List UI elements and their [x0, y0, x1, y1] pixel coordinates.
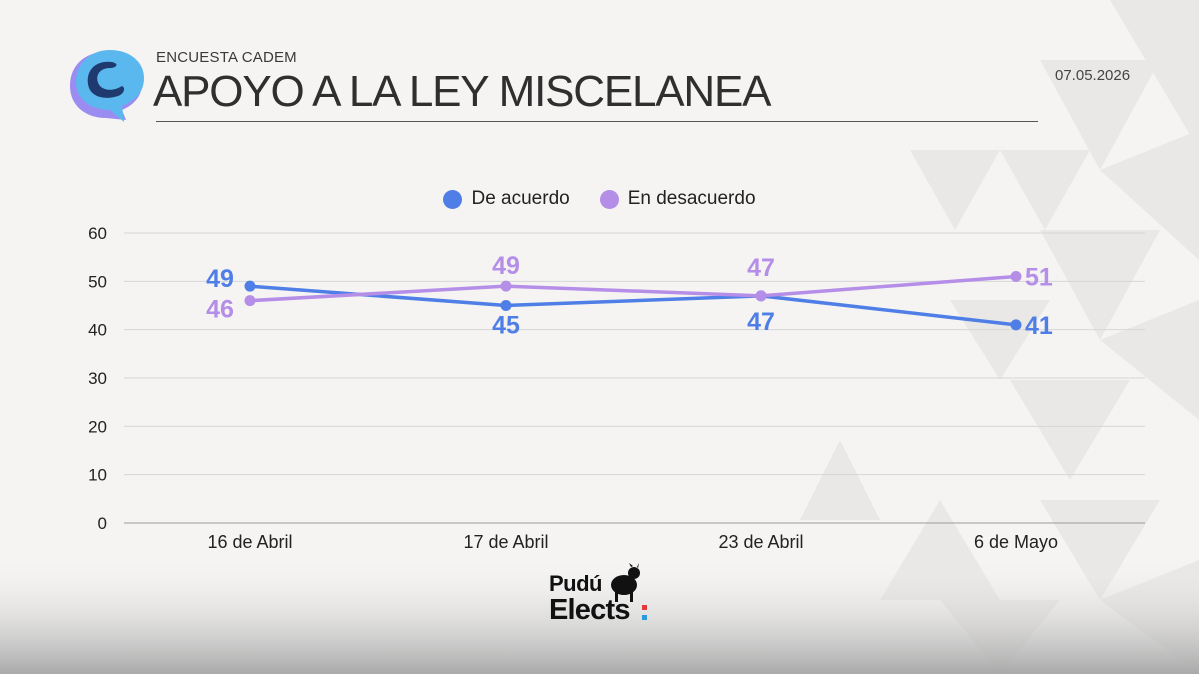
data-point-en-desacuerdo-2	[755, 290, 767, 302]
legend-item-de-acuerdo: De acuerdo	[443, 188, 570, 210]
legend-label-en-desacuerdo: En desacuerdo	[627, 188, 756, 209]
data-point-en-desacuerdo-3	[1010, 271, 1022, 282]
y-tick-label-30: 30	[88, 369, 107, 388]
y-tick-label-50: 50	[88, 272, 107, 291]
brand-name-line1: Pudú	[549, 571, 603, 596]
data-point-en-desacuerdo-1	[500, 280, 512, 292]
legend-swatch-en-desacuerdo	[599, 189, 619, 209]
y-tick-label-10: 10	[88, 466, 107, 485]
y-tick-label-20: 20	[88, 417, 107, 436]
brand-color-dots-icon	[642, 605, 647, 620]
data-label-en-desacuerdo-1: 49	[492, 252, 520, 280]
publication-date: 07.05.2026	[1055, 67, 1131, 84]
y-tick-label-0: 0	[98, 514, 107, 533]
data-point-en-desacuerdo-0	[244, 295, 256, 307]
data-point-de-acuerdo-0	[244, 280, 256, 292]
data-label-de-acuerdo-0: 49	[206, 265, 234, 293]
legend-swatch-de-acuerdo	[443, 189, 463, 209]
data-label-en-desacuerdo-3: 51	[1025, 264, 1053, 292]
x-tick-label-23-de-abril: 23 de Abril	[718, 532, 803, 552]
cadem-logo	[70, 50, 144, 122]
x-tick-label-6-de-mayo: 6 de Mayo	[974, 532, 1058, 552]
x-tick-label-17-de-abril: 17 de Abril	[463, 532, 548, 552]
data-point-de-acuerdo-1	[500, 300, 512, 311]
data-label-en-desacuerdo-0: 46	[206, 296, 234, 324]
pudu-deer-icon	[611, 563, 640, 602]
title-divider	[156, 121, 1038, 122]
pudu-elects-brand: Pudú Elects	[549, 563, 659, 633]
y-tick-label-60: 60	[88, 224, 107, 243]
legend-label-de-acuerdo: De acuerdo	[471, 188, 570, 209]
series-line-en-desacuerdo	[248, 274, 1018, 303]
data-point-de-acuerdo-3	[1010, 319, 1022, 331]
page-title: APOYO A LA LEY MISCELANEA	[153, 67, 771, 116]
data-label-en-desacuerdo-2: 47	[747, 254, 775, 282]
survey-subtitle: ENCUESTA CADEM	[156, 49, 297, 66]
x-tick-label-16-de-abril: 16 de Abril	[207, 532, 292, 552]
chart-legend: De acuerdo En desacuerdo	[0, 188, 1199, 210]
y-tick-label-40: 40	[88, 321, 107, 340]
data-label-de-acuerdo-2: 47	[747, 308, 775, 336]
data-label-de-acuerdo-3: 41	[1025, 312, 1053, 340]
legend-item-en-desacuerdo: En desacuerdo	[599, 188, 756, 210]
data-label-de-acuerdo-1: 45	[492, 312, 520, 340]
series-line-de-acuerdo	[248, 284, 1018, 327]
